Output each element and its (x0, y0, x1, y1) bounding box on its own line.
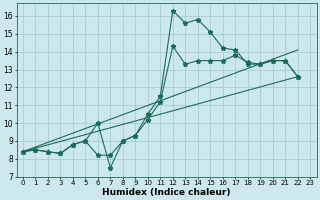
X-axis label: Humidex (Indice chaleur): Humidex (Indice chaleur) (102, 188, 231, 197)
